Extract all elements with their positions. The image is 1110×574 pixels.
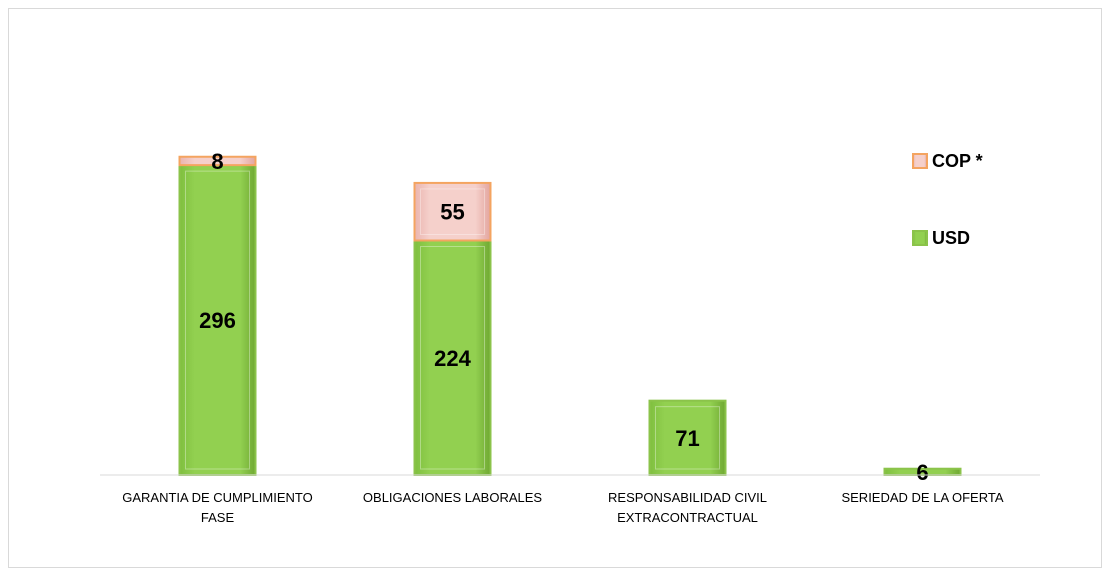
bar-bevel-1-1	[185, 170, 250, 470]
legend-swatch-usd	[912, 230, 928, 246]
labels-layer: 296 8 224 55 71 6	[199, 149, 928, 485]
category-label-1-line-2: FASE	[201, 510, 235, 525]
bar-usd-3	[648, 399, 727, 476]
legend-label-usd: USD	[932, 228, 970, 248]
bar-bevel-3-1	[655, 406, 720, 470]
bar-bevel-2-1	[420, 246, 485, 470]
legend-label-cop: COP *	[932, 151, 983, 171]
value-label-cop-2: 55	[440, 200, 464, 225]
category-label-2-line-1: OBLIGACIONES LABORALES	[363, 490, 543, 505]
category-label-3-line-2: EXTRACONTRACTUAL	[617, 510, 758, 525]
category-labels: GARANTIA DE CUMPLIMIENTO FASE OBLIGACIONES…	[122, 490, 1004, 525]
category-label-3-line-1: RESPONSABILIDAD CIVIL	[608, 490, 767, 505]
value-label-usd-3: 71	[675, 426, 699, 451]
value-label-usd-1: 296	[199, 308, 236, 333]
category-label-4-line-1: SERIEDAD DE LA OFERTA	[841, 490, 1003, 505]
value-label-cop-1: 8	[211, 149, 223, 174]
bar-usd-1	[178, 164, 257, 476]
value-label-usd-2: 224	[434, 346, 471, 371]
category-label-1-line-1: GARANTIA DE CUMPLIMIENTO	[122, 490, 312, 505]
bar-usd-2	[413, 239, 492, 476]
bar-cop-1	[178, 155, 257, 167]
legend: COP * USD	[912, 151, 983, 248]
bars-layer	[178, 155, 962, 476]
legend-swatch-cop	[912, 153, 928, 169]
bar-cop-2	[413, 181, 492, 242]
bar-bevel-2-2	[420, 188, 485, 235]
value-label-usd-4: 6	[916, 460, 928, 485]
